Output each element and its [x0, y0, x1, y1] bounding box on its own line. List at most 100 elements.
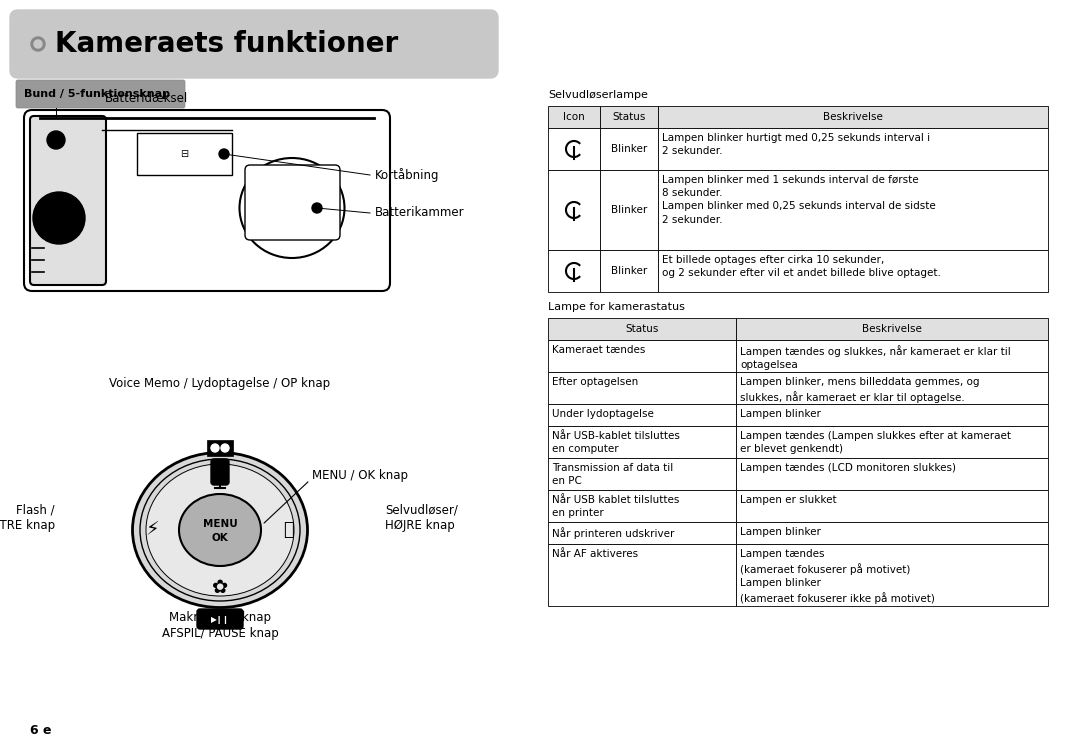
Bar: [548, 106, 600, 128]
Ellipse shape: [146, 464, 294, 596]
Text: Når AF aktiveres: Når AF aktiveres: [552, 549, 638, 559]
Bar: [658, 250, 1048, 292]
Text: Selvudløserlampe: Selvudløserlampe: [548, 90, 648, 100]
Bar: [548, 458, 735, 490]
Bar: [600, 106, 658, 128]
Text: 6 e: 6 e: [30, 724, 52, 736]
Text: Når USB kablet tilsluttes
en printer: Når USB kablet tilsluttes en printer: [552, 495, 679, 518]
Text: Bund / 5-funktionsknap: Bund / 5-funktionsknap: [24, 89, 170, 99]
FancyBboxPatch shape: [16, 80, 185, 108]
Text: VENSTRE knap: VENSTRE knap: [0, 519, 55, 533]
Bar: [735, 522, 1048, 544]
Text: Batteridæksel: Batteridæksel: [105, 92, 188, 105]
Text: Lampen er slukket: Lampen er slukket: [740, 495, 837, 505]
Text: Blinker: Blinker: [611, 266, 647, 276]
Bar: [548, 372, 735, 404]
Bar: [735, 372, 1048, 404]
Text: Lampen tændes
(kameraet fokuserer på motivet)
Lampen blinker
(kameraet fokuserer: Lampen tændes (kameraet fokuserer på mot…: [740, 549, 935, 604]
Text: Lampen tændes (LCD monitoren slukkes): Lampen tændes (LCD monitoren slukkes): [740, 463, 956, 473]
Circle shape: [221, 444, 229, 452]
Text: Når printeren udskriver: Når printeren udskriver: [552, 527, 674, 539]
Text: Beskrivelse: Beskrivelse: [823, 112, 883, 122]
Text: Batterikammer: Batterikammer: [375, 207, 464, 219]
Text: Kameraet tændes: Kameraet tændes: [552, 345, 646, 355]
Text: MENU: MENU: [203, 519, 238, 529]
Text: Blinker: Blinker: [611, 144, 647, 154]
Ellipse shape: [240, 158, 345, 258]
Circle shape: [33, 192, 85, 244]
Circle shape: [33, 40, 42, 48]
Bar: [735, 544, 1048, 606]
Text: ▶❙❙: ▶❙❙: [211, 615, 229, 624]
Bar: [548, 250, 600, 292]
Text: AFSPIL/ PAUSE knap: AFSPIL/ PAUSE knap: [162, 627, 279, 641]
Circle shape: [211, 444, 219, 452]
FancyBboxPatch shape: [10, 10, 498, 78]
FancyBboxPatch shape: [211, 459, 229, 485]
Bar: [548, 522, 735, 544]
Text: Lampen tændes (Lampen slukkes efter at kameraet
er blevet genkendt): Lampen tændes (Lampen slukkes efter at k…: [740, 431, 1011, 454]
Bar: [735, 490, 1048, 522]
Bar: [137, 133, 232, 175]
Text: Lampen blinker, mens billeddata gemmes, og
slukkes, når kameraet er klar til opt: Lampen blinker, mens billeddata gemmes, …: [740, 377, 980, 403]
Text: Et billede optages efter cirka 10 sekunder,
og 2 sekunder efter vil et andet bil: Et billede optages efter cirka 10 sekund…: [662, 255, 941, 278]
Circle shape: [48, 131, 65, 149]
Bar: [600, 250, 658, 292]
Bar: [548, 340, 735, 372]
Bar: [735, 404, 1048, 426]
Bar: [658, 170, 1048, 250]
Text: Lampen blinker: Lampen blinker: [740, 527, 821, 537]
Ellipse shape: [179, 494, 261, 566]
Text: OK: OK: [212, 533, 228, 543]
Circle shape: [31, 37, 45, 51]
Text: ⏻: ⏻: [283, 521, 294, 539]
Text: Lampen blinker: Lampen blinker: [740, 409, 821, 419]
Text: Under lydoptagelse: Under lydoptagelse: [552, 409, 653, 419]
Text: Lampen blinker hurtigt med 0,25 sekunds interval i
2 sekunder.: Lampen blinker hurtigt med 0,25 sekunds …: [662, 133, 930, 156]
Text: Voice Memo / Lydoptagelse / OP knap: Voice Memo / Lydoptagelse / OP knap: [109, 377, 330, 390]
Bar: [735, 340, 1048, 372]
Text: Blinker: Blinker: [611, 205, 647, 215]
Text: Selvudløser/: Selvudløser/: [384, 504, 458, 516]
Text: Lampen blinker med 1 sekunds interval de første
8 sekunder.
Lampen blinker med 0: Lampen blinker med 1 sekunds interval de…: [662, 175, 935, 225]
Bar: [548, 404, 735, 426]
Text: Makro/ NED knap: Makro/ NED knap: [168, 612, 271, 624]
Circle shape: [312, 203, 322, 213]
Text: HØJRE knap: HØJRE knap: [384, 519, 455, 533]
Ellipse shape: [133, 453, 308, 607]
FancyBboxPatch shape: [197, 609, 243, 629]
Text: Lampe for kamerastatus: Lampe for kamerastatus: [548, 302, 685, 312]
Text: Beskrivelse: Beskrivelse: [862, 324, 922, 334]
Text: MENU / OK knap: MENU / OK knap: [312, 468, 408, 481]
Bar: [600, 128, 658, 170]
Bar: [658, 128, 1048, 170]
Text: Lampen tændes og slukkes, når kameraet er klar til
optagelsea: Lampen tændes og slukkes, når kameraet e…: [740, 345, 1011, 370]
Bar: [207, 440, 233, 456]
FancyBboxPatch shape: [245, 165, 340, 240]
Text: ⊟: ⊟: [180, 149, 188, 159]
Circle shape: [219, 149, 229, 159]
Text: Icon: Icon: [563, 112, 585, 122]
Bar: [735, 318, 1048, 340]
Text: Flash /: Flash /: [16, 504, 55, 516]
Bar: [735, 458, 1048, 490]
Bar: [548, 170, 600, 250]
Text: Status: Status: [612, 112, 646, 122]
Text: Kameraets funktioner: Kameraets funktioner: [55, 30, 399, 58]
Bar: [735, 426, 1048, 458]
Text: ✿: ✿: [212, 577, 228, 597]
Bar: [548, 426, 735, 458]
Text: Status: Status: [625, 324, 659, 334]
Bar: [548, 544, 735, 606]
Bar: [548, 128, 600, 170]
Bar: [658, 106, 1048, 128]
Text: Kortåbning: Kortåbning: [375, 168, 440, 182]
Bar: [600, 170, 658, 250]
Text: Når USB-kablet tilsluttes
en computer: Når USB-kablet tilsluttes en computer: [552, 431, 680, 454]
Text: ⚡: ⚡: [145, 521, 159, 539]
FancyBboxPatch shape: [30, 116, 106, 285]
Text: Transmission af data til
en PC: Transmission af data til en PC: [552, 463, 673, 486]
Text: Efter optagelsen: Efter optagelsen: [552, 377, 638, 387]
Ellipse shape: [140, 459, 300, 601]
Bar: [548, 318, 735, 340]
